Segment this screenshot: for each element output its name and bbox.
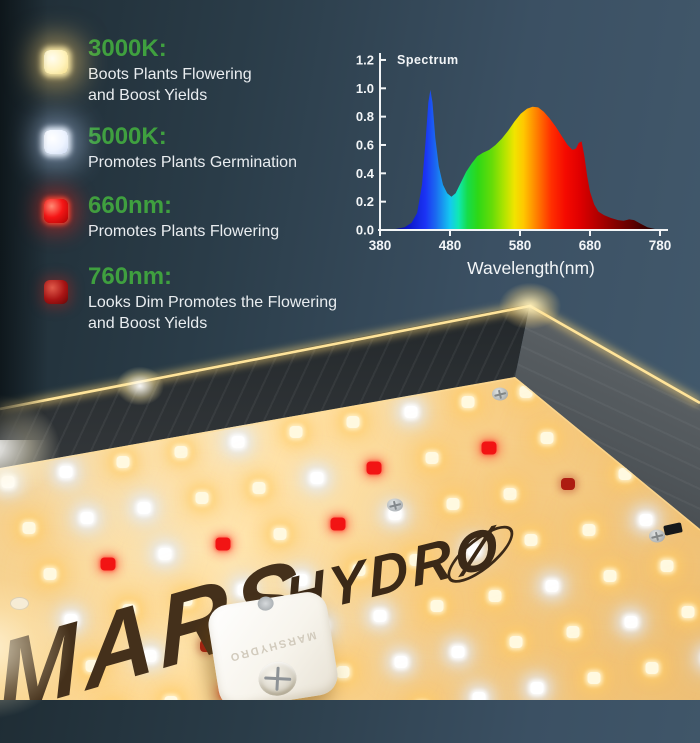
driver-screw-icon bbox=[257, 595, 275, 611]
led-cool-white bbox=[452, 646, 465, 658]
led-cool-white bbox=[373, 610, 386, 622]
led-cool-white bbox=[640, 514, 653, 526]
led-warm-white bbox=[117, 456, 130, 468]
board-screw bbox=[492, 388, 508, 401]
led-warm-white bbox=[582, 524, 595, 536]
led-warm-white bbox=[44, 568, 57, 580]
board-screw bbox=[649, 530, 665, 543]
led-deep-red-760nm bbox=[561, 478, 575, 490]
led-warm-white bbox=[164, 696, 177, 708]
led-warm-white bbox=[603, 570, 616, 582]
led-warm-white bbox=[462, 396, 475, 408]
led-warm-white bbox=[446, 498, 459, 510]
led-cool-white bbox=[59, 466, 72, 478]
led-warm-white bbox=[107, 706, 120, 718]
led-warm-white bbox=[504, 488, 517, 500]
led-cool-white bbox=[473, 692, 486, 704]
led-warm-white bbox=[431, 600, 444, 612]
led-warm-white bbox=[588, 672, 601, 684]
led-cool-white bbox=[80, 512, 93, 524]
led-warm-white bbox=[682, 606, 695, 618]
led-warm-white bbox=[289, 426, 302, 438]
board-sticker bbox=[10, 597, 29, 610]
led-warm-white bbox=[567, 626, 580, 638]
driver-knob-screw bbox=[256, 659, 299, 699]
led-warm-white bbox=[174, 446, 187, 458]
hydro-orbit-o: Ø bbox=[451, 512, 504, 589]
led-warm-white bbox=[415, 702, 428, 714]
led-warm-white bbox=[509, 636, 522, 648]
led-warm-white bbox=[645, 662, 658, 674]
grow-light-panel-photo: MARS HYDRØ MARSHYDRO bbox=[0, 0, 700, 700]
led-warm-white bbox=[23, 522, 36, 534]
led-cool-white bbox=[530, 682, 543, 694]
led-cool-white bbox=[404, 406, 417, 418]
led-cool-white bbox=[138, 502, 151, 514]
led-red-660nm bbox=[100, 558, 115, 571]
led-cool-white bbox=[546, 580, 559, 592]
led-warm-white bbox=[337, 666, 350, 678]
smd-component bbox=[663, 522, 683, 536]
led-cool-white bbox=[310, 472, 323, 484]
led-cool-white bbox=[232, 436, 245, 448]
led-red-660nm bbox=[215, 538, 230, 551]
led-warm-white bbox=[661, 560, 674, 572]
led-warm-white bbox=[195, 492, 208, 504]
led-cool-white bbox=[394, 656, 407, 668]
led-red-660nm bbox=[330, 518, 345, 531]
led-red-660nm bbox=[367, 462, 382, 475]
led-warm-white bbox=[253, 482, 266, 494]
led-warm-white bbox=[692, 356, 700, 368]
led-cool-white bbox=[159, 548, 172, 560]
board-screw bbox=[387, 499, 403, 512]
led-cool-white bbox=[624, 616, 637, 628]
led-warm-white bbox=[425, 452, 438, 464]
driver-brand-label: MARSHYDRO bbox=[227, 628, 317, 663]
driver-box: MARSHYDRO bbox=[206, 589, 341, 710]
led-warm-white bbox=[525, 534, 538, 546]
led-red-660nm bbox=[482, 442, 497, 455]
led-warm-white bbox=[540, 432, 553, 444]
led-cool-white bbox=[2, 476, 15, 488]
led-warm-white bbox=[488, 590, 501, 602]
led-warm-white bbox=[347, 416, 360, 428]
